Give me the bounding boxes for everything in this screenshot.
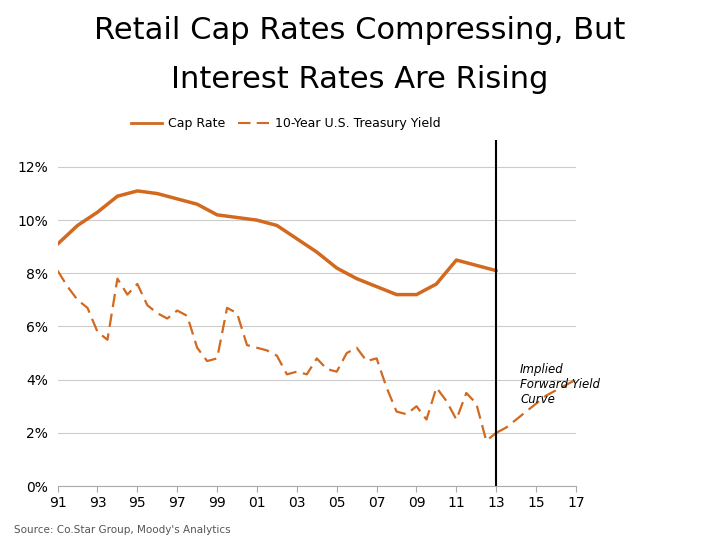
- 10-Year U.S. Treasury Yield: [123, 292, 132, 298]
- 10-Year U.S. Treasury Yield: [462, 390, 471, 396]
- Cap Rate: [392, 292, 401, 298]
- 10-Year U.S. Treasury Yield: [183, 313, 192, 319]
- 10-Year U.S. Treasury Yield: [63, 284, 72, 290]
- 10-Year U.S. Treasury Yield: [222, 305, 231, 311]
- 10-Year U.S. Treasury Yield: [153, 310, 161, 316]
- 10-Year U.S. Treasury Yield: [482, 437, 490, 444]
- 10-Year U.S. Treasury Yield: [213, 355, 222, 362]
- 10-Year U.S. Treasury Yield: [323, 366, 331, 372]
- 10-Year U.S. Treasury Yield: [472, 400, 481, 407]
- 10-Year U.S. Treasury Yield: [282, 371, 291, 377]
- 10-Year U.S. Treasury Yield: [452, 416, 461, 423]
- Cap Rate: [213, 212, 222, 218]
- 10-Year U.S. Treasury Yield: [73, 296, 82, 303]
- 10-Year U.S. Treasury Yield: [382, 384, 391, 391]
- 10-Year U.S. Treasury Yield: [113, 275, 122, 282]
- 10-Year U.S. Treasury Yield: [103, 336, 112, 343]
- Cap Rate: [292, 235, 301, 242]
- 10-Year U.S. Treasury Yield: [492, 430, 500, 436]
- 10-Year U.S. Treasury Yield: [173, 307, 181, 314]
- Cap Rate: [133, 188, 142, 194]
- Cap Rate: [372, 284, 381, 290]
- Cap Rate: [113, 193, 122, 199]
- Cap Rate: [93, 209, 102, 215]
- 10-Year U.S. Treasury Yield: [253, 345, 261, 351]
- Cap Rate: [173, 195, 181, 202]
- 10-Year U.S. Treasury Yield: [193, 345, 202, 351]
- Cap Rate: [312, 249, 321, 255]
- 10-Year U.S. Treasury Yield: [93, 328, 102, 335]
- 10-Year U.S. Treasury Yield: [372, 355, 381, 362]
- Cap Rate: [53, 241, 62, 247]
- 10-Year U.S. Treasury Yield: [302, 371, 311, 377]
- Text: Source: Co.Star Group, Moody's Analytics: Source: Co.Star Group, Moody's Analytics: [14, 524, 231, 535]
- Text: Implied
Forward Yield
Curve: Implied Forward Yield Curve: [520, 363, 600, 407]
- 10-Year U.S. Treasury Yield: [143, 302, 152, 308]
- Cap Rate: [452, 257, 461, 264]
- 10-Year U.S. Treasury Yield: [273, 353, 282, 359]
- 10-Year U.S. Treasury Yield: [243, 342, 251, 348]
- 10-Year U.S. Treasury Yield: [432, 384, 441, 391]
- 10-Year U.S. Treasury Yield: [422, 416, 431, 423]
- Cap Rate: [273, 222, 282, 229]
- Cap Rate: [492, 267, 500, 274]
- Cap Rate: [352, 275, 361, 282]
- 10-Year U.S. Treasury Yield: [53, 267, 62, 274]
- 10-Year U.S. Treasury Yield: [163, 315, 171, 322]
- Text: Retail Cap Rates Compressing, But: Retail Cap Rates Compressing, But: [94, 16, 626, 45]
- 10-Year U.S. Treasury Yield: [402, 411, 411, 417]
- 10-Year U.S. Treasury Yield: [292, 368, 301, 375]
- Cap Rate: [233, 214, 241, 221]
- 10-Year U.S. Treasury Yield: [263, 347, 271, 354]
- Cap Rate: [153, 190, 161, 197]
- Line: Cap Rate: Cap Rate: [58, 191, 496, 295]
- 10-Year U.S. Treasury Yield: [84, 305, 92, 311]
- Cap Rate: [412, 292, 420, 298]
- 10-Year U.S. Treasury Yield: [412, 403, 420, 409]
- 10-Year U.S. Treasury Yield: [352, 345, 361, 351]
- 10-Year U.S. Treasury Yield: [233, 310, 241, 316]
- 10-Year U.S. Treasury Yield: [362, 358, 371, 365]
- Cap Rate: [432, 281, 441, 287]
- Text: Interest Rates Are Rising: Interest Rates Are Rising: [171, 65, 549, 94]
- 10-Year U.S. Treasury Yield: [392, 408, 401, 415]
- 10-Year U.S. Treasury Yield: [333, 368, 341, 375]
- Cap Rate: [472, 262, 481, 268]
- 10-Year U.S. Treasury Yield: [312, 355, 321, 362]
- Cap Rate: [333, 265, 341, 271]
- Cap Rate: [73, 222, 82, 229]
- 10-Year U.S. Treasury Yield: [343, 350, 351, 356]
- 10-Year U.S. Treasury Yield: [203, 358, 212, 365]
- Line: 10-Year U.S. Treasury Yield: 10-Year U.S. Treasury Yield: [58, 271, 496, 441]
- Cap Rate: [193, 201, 202, 207]
- 10-Year U.S. Treasury Yield: [442, 397, 451, 404]
- 10-Year U.S. Treasury Yield: [133, 281, 142, 287]
- Legend: Cap Rate, 10-Year U.S. Treasury Yield: Cap Rate, 10-Year U.S. Treasury Yield: [125, 112, 446, 135]
- Cap Rate: [253, 217, 261, 224]
